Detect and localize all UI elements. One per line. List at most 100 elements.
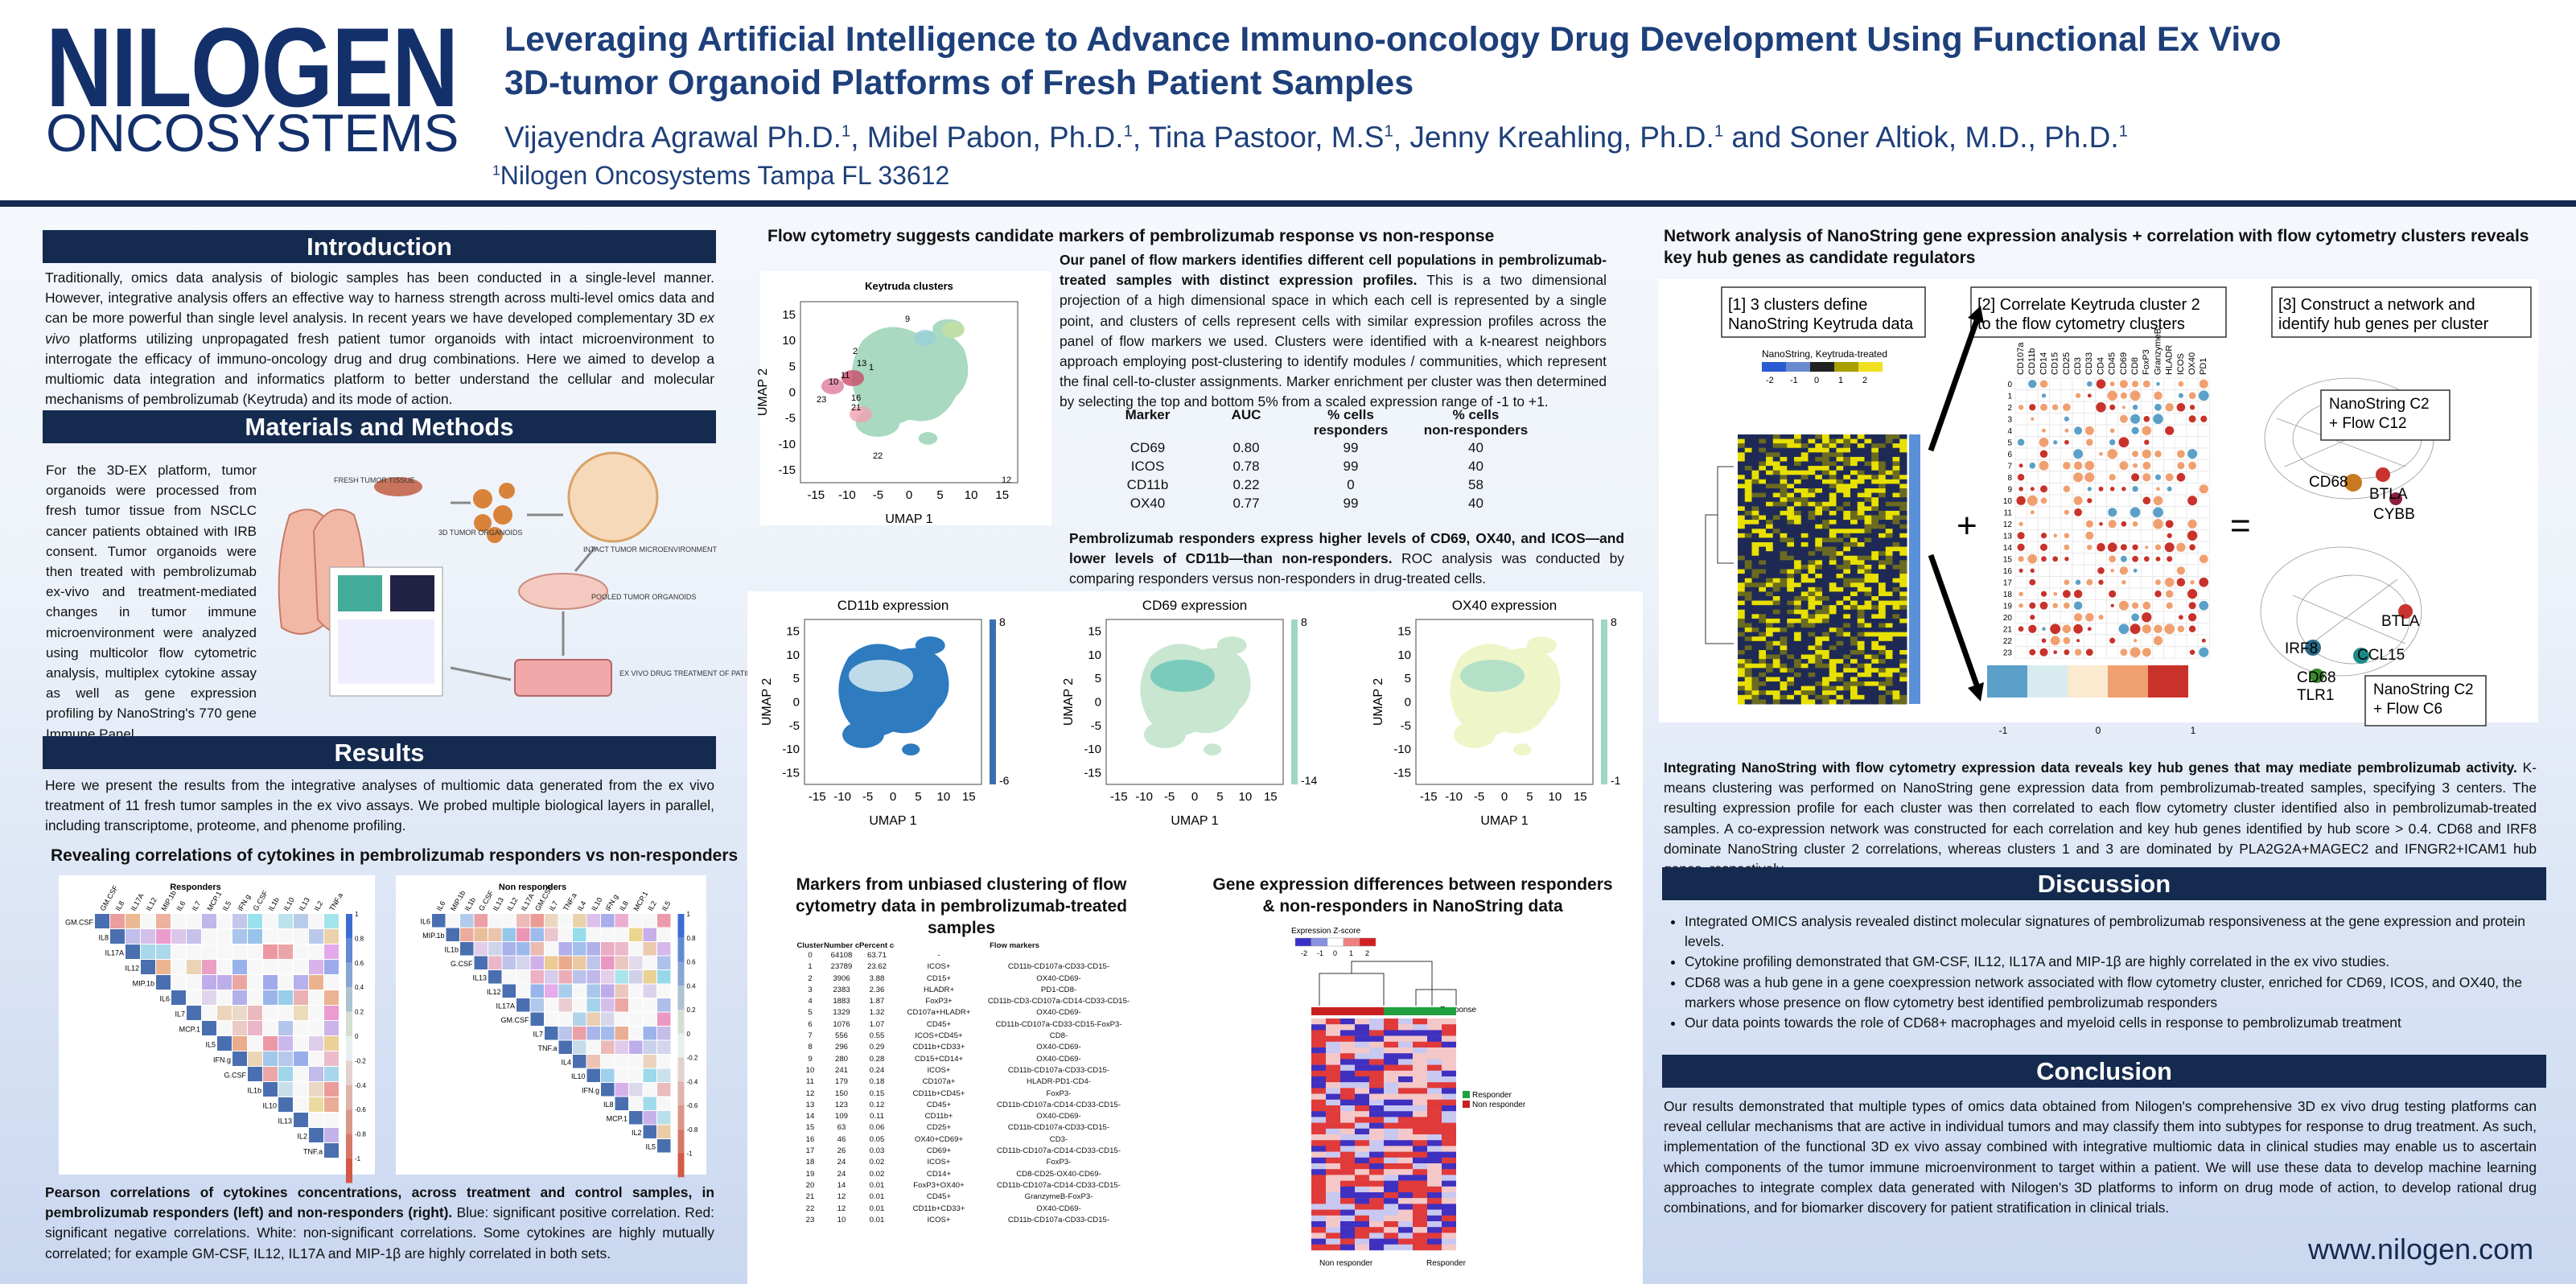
heatmap-cell <box>1857 434 1865 440</box>
heatmap-cell <box>1384 1180 1398 1187</box>
heatmap-cell <box>1369 1128 1384 1135</box>
heatmap-cell <box>1398 1238 1413 1245</box>
heatmap-cell <box>1744 672 1752 677</box>
x-tick-label: 5 <box>1216 790 1223 804</box>
heatmap-cell <box>1885 501 1893 507</box>
colorbar-tick: 0.6 <box>355 960 364 967</box>
heatmap-cell <box>1772 484 1780 489</box>
heatmap-cell <box>1822 452 1830 458</box>
heatmap-cell <box>1879 456 1887 462</box>
table-cell: 64108 <box>830 951 853 960</box>
heatmap-cell <box>1326 1227 1340 1233</box>
cluster-sidebar <box>1909 434 1920 704</box>
heatmap-cell <box>1836 434 1844 440</box>
heatmap-cell <box>1398 1024 1413 1031</box>
table-cell: 0 <box>1347 477 1355 492</box>
corr-dot <box>2085 438 2093 447</box>
heatmap-cell <box>1780 456 1788 462</box>
heatmap-cell <box>1892 466 1900 471</box>
corr-dot <box>2142 612 2152 623</box>
colorbar-min: -1 <box>1611 774 1621 787</box>
heatmap-cell <box>1892 591 1900 597</box>
heatmap-cell <box>1829 564 1837 570</box>
panel-title: Non responders <box>499 883 566 892</box>
heatmap-cell <box>1787 537 1795 543</box>
heatmap-cell <box>1766 520 1774 525</box>
heatmap-cell <box>1738 452 1746 458</box>
row-label: MIP.1b <box>422 932 444 940</box>
heatmap-cell <box>1738 501 1746 507</box>
heatmap-cell <box>1340 1151 1355 1158</box>
heatmap-cell <box>1879 515 1887 521</box>
heatmap-cell <box>1738 475 1746 480</box>
heatmap-cell <box>1787 479 1795 484</box>
heatmap-cell <box>1871 456 1879 462</box>
x-tick-label: -15 <box>809 790 826 804</box>
heatmap-cell <box>1836 475 1844 480</box>
heatmap-cell <box>1829 510 1837 516</box>
heatmap-cell <box>1326 1035 1340 1042</box>
grid-cell <box>2095 634 2107 647</box>
heatmap-cell <box>1899 582 1907 588</box>
heatmap-cell <box>294 1051 308 1066</box>
heatmap-cell <box>1787 636 1795 642</box>
table-cell: 2.36 <box>869 985 885 994</box>
table-cell: FoxP3+OX40+ <box>913 1180 965 1190</box>
heatmap-cell <box>1892 605 1900 611</box>
heatmap-cell <box>545 998 558 1012</box>
table-cell: 3 <box>808 985 813 994</box>
table-cell: 109 <box>834 1112 848 1121</box>
heatmap-cell <box>1871 618 1879 623</box>
corr-dot <box>2154 474 2162 480</box>
heatmap-cell <box>1843 569 1851 574</box>
heatmap-cell <box>1766 640 1774 646</box>
heatmap-cell <box>1794 609 1802 615</box>
heatmap-cell <box>1427 1192 1442 1199</box>
heatmap-cell <box>1384 1111 1398 1117</box>
heatmap-cell <box>232 990 247 1005</box>
heatmap-cell <box>1829 605 1837 611</box>
heatmap-cell <box>1780 578 1788 583</box>
heatmap-cell <box>1311 1082 1326 1089</box>
author-sup: 1 <box>841 122 851 141</box>
heatmap-cell <box>1829 434 1837 440</box>
corr-dot <box>2142 380 2150 388</box>
response-bar <box>1442 1007 1456 1015</box>
heatmap-cell <box>545 984 558 998</box>
heatmap-cell <box>601 942 615 956</box>
heatmap-cell <box>502 956 516 969</box>
heatmap-cell <box>1871 466 1879 471</box>
colorbar-tick: 0.2 <box>355 1009 364 1016</box>
heatmap-cell <box>1326 1175 1340 1181</box>
grid-cell <box>2117 611 2130 623</box>
corr-dot <box>2119 414 2128 423</box>
heatmap-cell <box>1843 636 1851 642</box>
heatmap-cell <box>1355 1076 1369 1083</box>
heatmap-cell <box>1864 551 1872 557</box>
heatmap-cell <box>1850 677 1858 682</box>
corr-dot <box>2155 556 2161 562</box>
heatmap-cell <box>1850 488 1858 494</box>
heatmap-cell <box>1892 443 1900 449</box>
heatmap-cell <box>1850 596 1858 602</box>
corr-dot <box>2118 623 2130 635</box>
heatmap-cell <box>1311 1175 1326 1181</box>
heatmap-cell <box>1772 623 1780 628</box>
y-tick-label: 0 <box>789 386 796 400</box>
heatmap-cell <box>1800 434 1809 440</box>
heatmap-cell <box>1829 574 1837 579</box>
grid-cell <box>2083 506 2096 519</box>
heatmap-cell <box>1751 438 1759 444</box>
heatmap-cell <box>1829 520 1837 525</box>
grid-cell <box>2014 611 2027 623</box>
corr-dot <box>2187 449 2198 459</box>
heatmap-cell <box>1892 618 1900 623</box>
heatmap-cell <box>1829 461 1837 467</box>
heatmap-cell <box>1836 542 1844 548</box>
heatmap-cell <box>1871 609 1879 615</box>
heatmap-cell <box>294 1113 308 1127</box>
heatmap-cell <box>1879 645 1887 651</box>
heatmap-cell <box>1800 452 1809 458</box>
heatmap-cell <box>202 990 216 1005</box>
heatmap-cell <box>1836 546 1844 552</box>
